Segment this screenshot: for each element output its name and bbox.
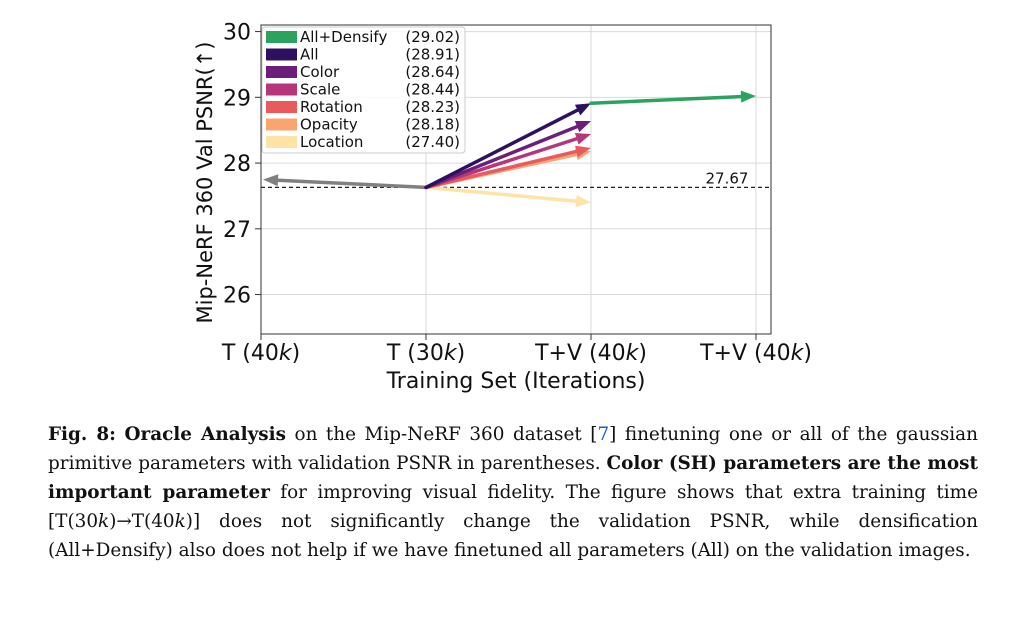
y-tick-label: 27 [223,218,251,243]
legend-swatch [266,136,297,148]
caption-text-1: on the Mip-NeRF 360 dataset [ [285,424,598,445]
caption-bold-claim: Color (SH) parameters are the most impor… [48,453,978,503]
y-tick-label: 30 [223,21,251,46]
extra-training-arrow-shaft [276,178,428,190]
caption-text-5: )] does not significantly change the val… [48,511,978,561]
extra-training-arrow-head [263,174,279,187]
legend-entry-name: All+Densify [300,28,387,46]
legend: All+Densify (29.02) All (28.91) Color (28.64)… [261,26,466,154]
legend-entry-name: Location [300,133,363,151]
axes-frame [260,24,772,335]
location-arrow-head [575,195,591,208]
legend-box [261,26,466,154]
all-densify-arrow-shaft [589,94,743,105]
all-arrow-head [574,103,591,116]
legend-swatch [266,48,297,61]
y-ticks: 26 27 28 29 30 [223,21,261,309]
rotation-arrow-shaft [424,149,579,190]
legend-swatch [266,66,297,78]
caption-fig-label: Fig. 8: [48,424,116,445]
all-arrow-shaft [424,108,580,190]
reference-line-label: 27.67 [706,169,749,187]
caption-k-1: k [98,511,110,532]
citation-link[interactable]: 7 [597,424,610,445]
figure-caption: Fig. 8: Oracle Analysis on the Mip-NeRF … [48,420,978,565]
oracle-analysis-chart: 27.67 26 27 28 29 30 T (40k) T (30k) T+V (40k)… [193,21,812,394]
color-arrow-head [574,120,591,133]
y-tick-label: 28 [223,152,251,177]
caption-text-2: ] finetuning one or all of the gaussian … [48,424,978,474]
legend-entry-name: Rotation [300,98,363,116]
legend-swatch [266,31,297,43]
legend-entry-value: (28.44) [405,81,460,99]
legend-entry-value: (28.64) [405,63,460,81]
x-tick-label: T (30k) [386,341,465,366]
legend-entry-name: All [300,46,319,64]
legend-entry-value: (28.91) [405,46,460,64]
y-tick-label: 26 [223,284,251,309]
caption-text-3: for improving visual fidelity. The figur… [48,482,978,532]
caption-k-2: k [174,511,186,532]
y-tick-label: 29 [223,86,251,111]
scale-arrow-head [574,133,591,145]
legend-swatch [266,83,297,96]
rotation-arrow-head [575,145,591,158]
x-ticks: T (40k) T (30k) T+V (40k) T+V (40k) [221,334,812,366]
x-tick-label: T+V (40k) [534,341,647,366]
legend-swatch [266,118,297,131]
legend-entry-value: (29.02) [405,28,460,46]
legend-entry-value: (27.40) [405,133,460,151]
y-axis-label: Mip-NeRF 360 Val PSNR(↑) [193,42,217,324]
x-tick-label: T (40k) [221,341,300,366]
scale-arrow-shaft [424,136,579,190]
location-arrow-shaft [424,185,578,203]
x-axis-label: Training Set (Iterations) [386,369,646,394]
legend-entry-value: (28.23) [405,98,460,116]
caption-text-4: )→T(40 [109,511,175,532]
legend-entry-value: (28.18) [405,116,460,134]
color-arrow-shaft [424,124,579,190]
legend-entry-name: Color [300,63,340,81]
caption-title: Oracle Analysis [124,424,286,445]
legend-entry-name: Opacity [300,116,358,134]
legend-entry-name: Scale [300,81,340,99]
legend-swatch [266,101,297,113]
all-densify-arrow-head [740,90,756,103]
x-tick-label: T+V (40k) [699,341,812,366]
arrows [263,90,756,208]
